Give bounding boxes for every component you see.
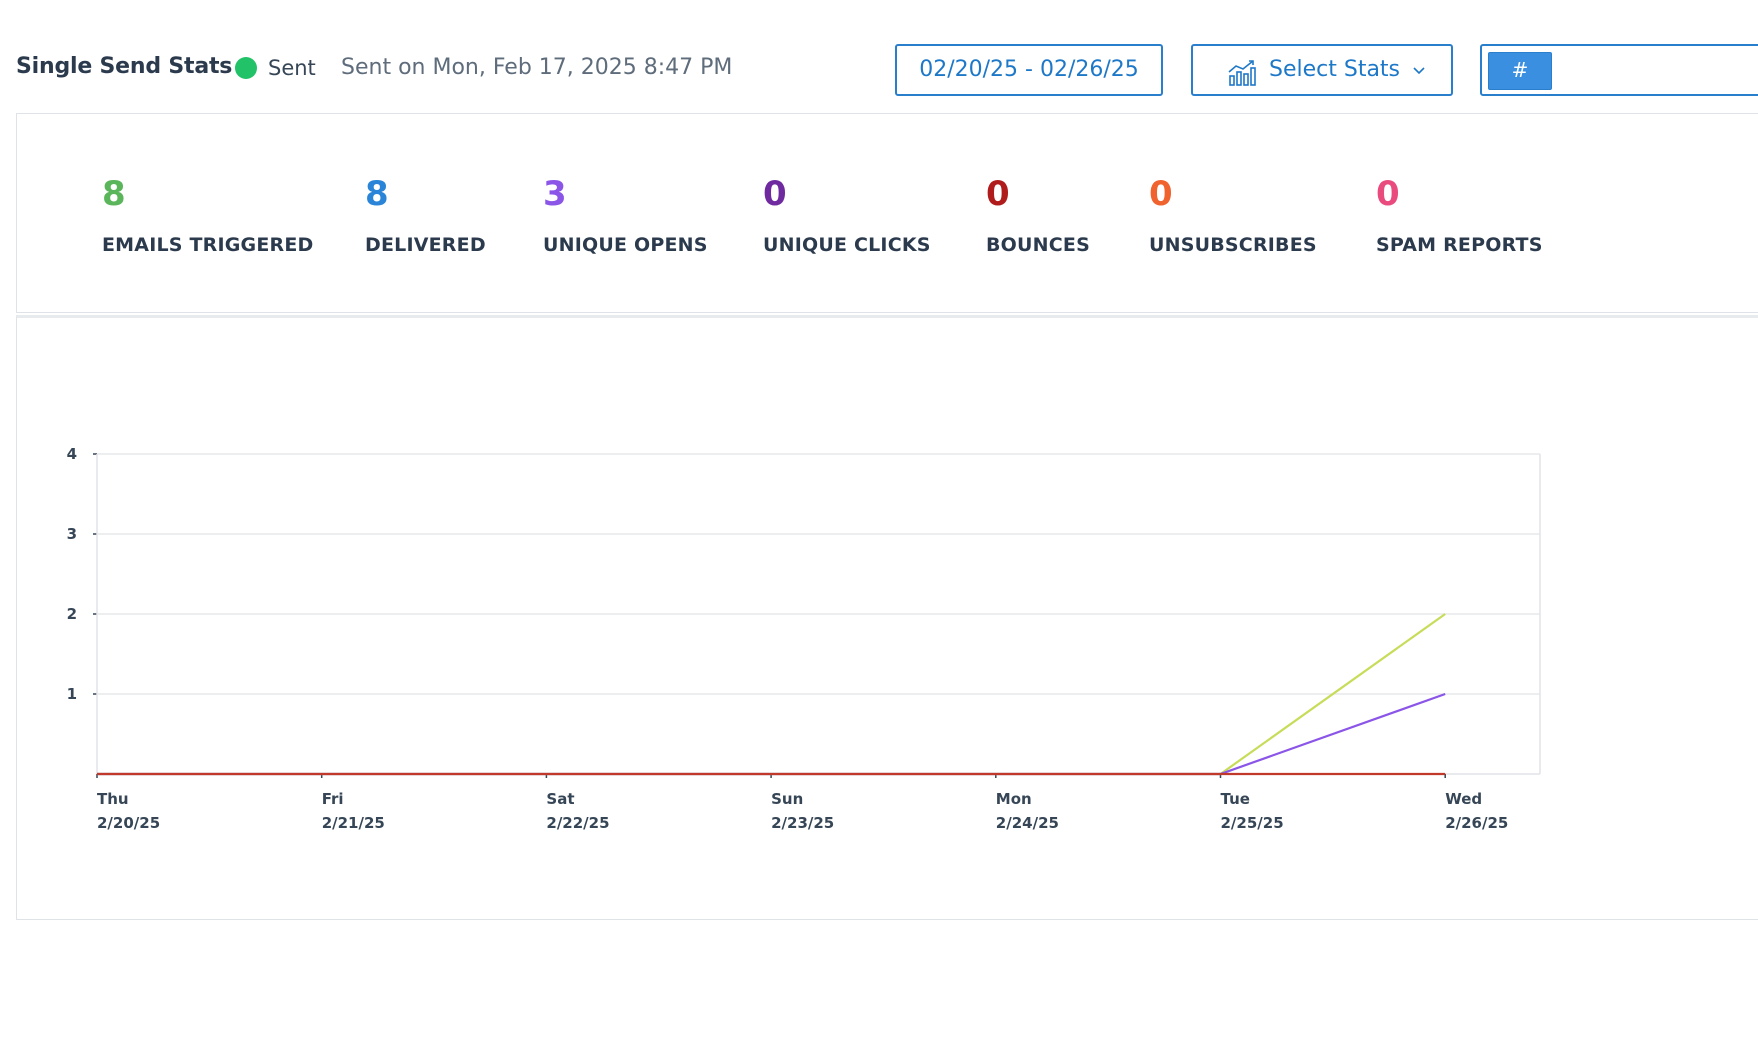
display-mode-toggle: # [1480,44,1758,96]
x-tick-date: 2/20/25 [97,814,160,832]
select-stats-label: Select Stats [1269,57,1401,82]
stat-label: BOUNCES [986,234,1090,256]
stat-value: 0 [1376,174,1400,214]
stat-value: 0 [763,174,787,214]
x-tick-date: 2/21/25 [322,814,385,832]
select-stats-button[interactable]: Select Stats [1191,44,1453,96]
stat-value: 3 [543,174,567,214]
sent-on-timestamp: Sent on Mon, Feb 17, 2025 8:47 PM [341,55,733,80]
page-header: Single Send Stats Sent Sent on Mon, Feb … [0,0,1758,112]
stat-label: SPAM REPORTS [1376,234,1543,256]
stat-value: 0 [1149,174,1173,214]
status-label: Sent [268,56,316,80]
date-range-button[interactable]: 02/20/25 - 02/26/25 [895,44,1163,96]
x-tick-day: Sat [546,790,574,808]
x-tick-date: 2/22/25 [546,814,609,832]
x-tick-day: Mon [996,790,1032,808]
x-tick-date: 2/23/25 [771,814,834,832]
chart-panel [16,315,1758,920]
x-tick-date: 2/25/25 [1221,814,1284,832]
x-tick-day: Thu [97,790,129,808]
stat-label: UNSUBSCRIBES [1149,234,1317,256]
page-title: Single Send Stats [16,54,233,79]
x-tick-day: Fri [322,790,344,808]
bar-chart-icon [1228,60,1256,86]
stat-label: UNIQUE CLICKS [763,234,931,256]
chevron-down-icon [1413,67,1425,75]
stat-label: DELIVERED [365,234,486,256]
stats-summary-panel: 8 EMAILS TRIGGERED 8 DELIVERED 3 UNIQUE … [16,113,1758,313]
y-tick-label: 3 [67,525,77,543]
stat-value: 8 [365,174,389,214]
x-tick-day: Wed [1445,790,1482,808]
x-tick-day: Tue [1221,790,1250,808]
y-tick-label: 2 [67,605,77,623]
stat-label: UNIQUE OPENS [543,234,708,256]
x-tick-date: 2/26/25 [1445,814,1508,832]
stat-label: EMAILS TRIGGERED [102,234,314,256]
status-dot-icon [235,57,257,79]
x-tick-day: Sun [771,790,803,808]
x-tick-date: 2/24/25 [996,814,1059,832]
y-tick-label: 4 [67,445,77,463]
stat-value: 0 [986,174,1010,214]
count-mode-button[interactable]: # [1488,52,1552,90]
series-line-1 [97,692,1446,776]
y-tick-label: 1 [67,685,77,703]
stat-value: 8 [102,174,126,214]
